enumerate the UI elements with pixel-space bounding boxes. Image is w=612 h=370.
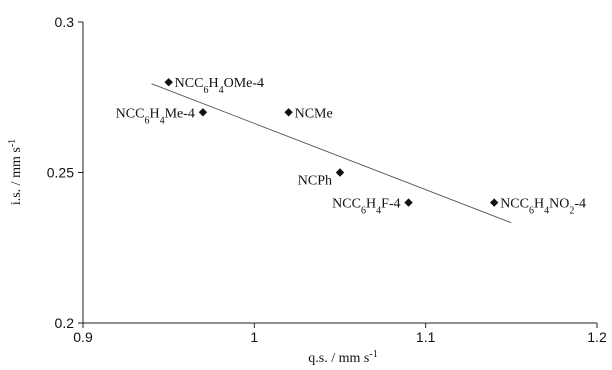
data-point-marker <box>198 108 208 117</box>
data-point-label: NCMe <box>295 106 333 121</box>
y-tick-label: 0.2 <box>55 315 75 331</box>
data-point-label: NCPh <box>298 174 332 189</box>
data-point-label: NCC6H4F-4 <box>332 197 400 217</box>
x-tick-label: 1 <box>250 329 258 345</box>
fit-line-group <box>151 83 512 224</box>
x-axis-label: q.s. / mm s-1 <box>308 349 377 367</box>
x-tick-label: 0.9 <box>73 329 93 345</box>
x-tick-label: 1.2 <box>587 329 607 345</box>
fit-line <box>151 83 512 224</box>
x-tick-label: 1.1 <box>416 329 436 345</box>
data-point-marker <box>490 198 499 207</box>
y-tick-label: 0.25 <box>47 165 74 181</box>
data-point-label: NCC6H4OMe-4 <box>175 76 264 96</box>
y-axis-label: i.s. / mm s-1 <box>7 139 25 205</box>
data-point-marker <box>404 198 413 207</box>
data-point-label: NCC6H4NO2-4 <box>500 197 586 217</box>
y-tick-label: 0.3 <box>55 14 75 30</box>
data-point-label: NCC6H4Me-4 <box>116 106 195 126</box>
data-point-marker <box>335 168 345 177</box>
points <box>164 78 499 207</box>
data-point-marker <box>164 78 173 87</box>
ticks: 0.9 1 1.1 1.2 0.2 0.25 0.3 <box>47 14 607 345</box>
data-point-marker <box>284 108 293 117</box>
